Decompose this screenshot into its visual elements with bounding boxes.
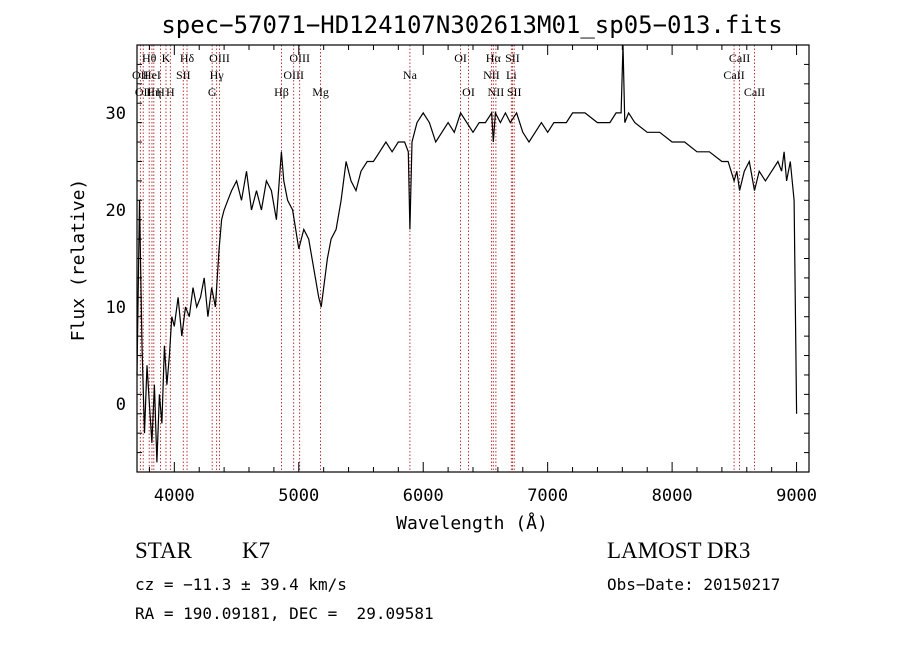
emission-line-label: SII <box>505 51 520 65</box>
emission-line-label: HeI <box>143 68 161 82</box>
emission-line-label: Hθ <box>142 51 157 65</box>
y-tick-label: 10 <box>106 298 126 318</box>
emission-line-label: Hη <box>146 85 161 99</box>
spectrum-line <box>136 44 798 463</box>
coordinates: RA = 190.09181, DEC = 29.09581 <box>135 604 434 623</box>
emission-line-label: OII <box>132 68 149 82</box>
chart-title: spec−57071−HD124107N302613M01_sp05−013.f… <box>161 11 782 39</box>
emission-line-label: OIII <box>289 51 310 65</box>
plot-frame <box>136 44 810 473</box>
observation-date: Obs−Date: 20150217 <box>607 575 781 594</box>
x-axis-ticks: 4000 5000 6000 7000 8000 9000 <box>148 45 817 506</box>
x-tick-label: 7000 <box>527 486 568 506</box>
emission-line-label: OI <box>462 85 475 99</box>
object-subclass: K7 <box>242 538 271 563</box>
y-tick-label: 20 <box>106 201 126 221</box>
emission-line-label: NII <box>483 68 500 82</box>
emission-line-label: OII <box>135 85 152 99</box>
emission-line-label: Mg <box>312 85 329 99</box>
emission-line-label: H <box>156 85 165 99</box>
emission-line-label: CaII <box>723 68 744 82</box>
emission-line-label: Na <box>403 68 418 82</box>
object-class: STAR <box>135 538 192 563</box>
emission-line-label: OIII <box>209 51 230 65</box>
emission-line-label: Hγ <box>210 68 225 82</box>
emission-line-label: NII <box>488 85 505 99</box>
emission-line-label: OI <box>454 51 467 65</box>
survey-name: LAMOST DR3 <box>607 538 751 563</box>
x-tick-label: 5000 <box>278 486 319 506</box>
emission-line-label: SII <box>507 85 522 99</box>
emission-line-label: Hα <box>486 51 502 65</box>
y-axis-ticks: 0 10 20 30 <box>106 63 809 454</box>
emission-line-label: K <box>162 51 171 65</box>
x-tick-label: 4000 <box>154 486 195 506</box>
y-tick-label: 0 <box>116 395 126 415</box>
y-tick-label: 30 <box>106 104 126 124</box>
emission-line-label: G <box>208 85 217 99</box>
x-axis-label: Wavelength (Å) <box>396 512 548 534</box>
emission-line-label: CaII <box>729 51 750 65</box>
x-tick-label: 9000 <box>776 486 817 506</box>
x-tick-label: 6000 <box>403 486 444 506</box>
emission-line-label: OIII <box>283 68 304 82</box>
emission-line-label: Li <box>506 68 517 82</box>
x-tick-label: 8000 <box>652 486 693 506</box>
emission-line-label: H <box>166 85 175 99</box>
emission-line-label: Hδ <box>180 51 195 65</box>
emission-line-markers <box>139 45 755 472</box>
emission-line-label: Hβ <box>274 85 289 99</box>
emission-line-label: CaII <box>744 85 765 99</box>
emission-line-labels: OIIOIIHθHeIHηHKHSIIHδGHγOIIIHβOIIIOIIIMg… <box>132 51 765 99</box>
emission-line-label: SII <box>176 68 191 82</box>
redshift-velocity: cz = −11.3 ± 39.4 km/s <box>135 575 347 594</box>
y-axis-label: Flux (relative) <box>68 179 89 342</box>
